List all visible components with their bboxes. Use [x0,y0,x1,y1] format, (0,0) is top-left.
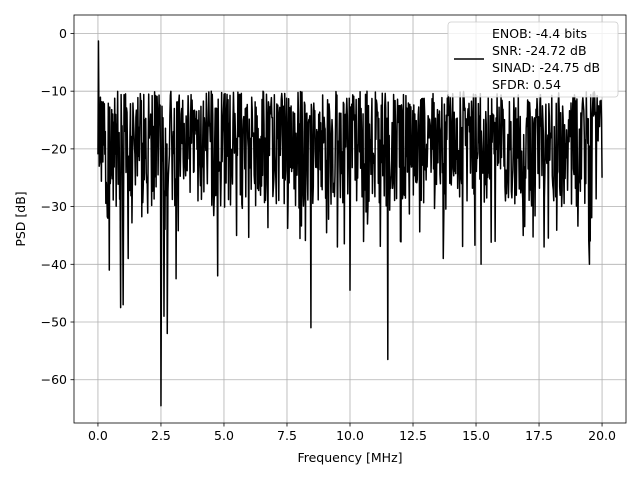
y-tick-label: −50 [41,315,67,330]
y-tick-label: −60 [41,372,67,387]
y-tick-label: −10 [41,84,67,99]
y-tick-label: −40 [41,257,67,272]
psd-series-line [97,40,603,407]
x-axis-label: Frequency [MHz] [297,450,402,465]
x-tick-label: 20.0 [588,428,616,443]
x-tick-label: 2.5 [151,428,171,443]
psd-series [97,40,603,407]
y-tick-label: −20 [41,141,67,156]
legend-snr: SNR: -24.72 dB [492,43,587,58]
x-tick-label: 12.5 [399,428,427,443]
y-tick-label: 0 [59,26,67,41]
y-axis-label: PSD [dB] [13,191,28,246]
legend-sfdr: SFDR: 0.54 [492,77,561,92]
axis-ticks: 0.0 2.5 5.0 7.5 10.0 12.5 15.0 17.5 20.0 0 −10 −20 −… [41,26,616,443]
x-tick-label: 17.5 [525,428,553,443]
x-tick-label: 0.0 [88,428,108,443]
y-tick-label: −30 [41,199,67,214]
x-tick-label: 15.0 [462,428,490,443]
legend-sinad: SINAD: -24.75 dB [492,60,600,75]
x-tick-label: 10.0 [336,428,364,443]
legend-enob: ENOB: -4.4 bits [492,26,587,41]
x-tick-label: 7.5 [277,428,297,443]
x-tick-label: 5.0 [214,428,234,443]
legend-box [447,21,619,98]
legend: ENOB: -4.4 bits SNR: -24.72 dB SINAD: -2… [447,21,619,98]
